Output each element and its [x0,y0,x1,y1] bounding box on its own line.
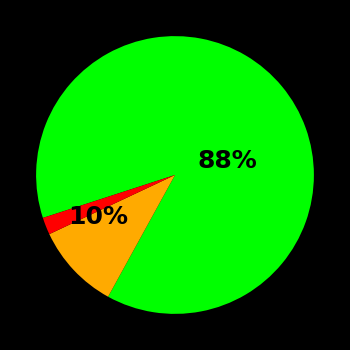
Text: 10%: 10% [69,205,128,229]
Text: 88%: 88% [198,149,258,173]
Wedge shape [36,36,314,314]
Wedge shape [49,175,175,297]
Wedge shape [43,175,175,234]
